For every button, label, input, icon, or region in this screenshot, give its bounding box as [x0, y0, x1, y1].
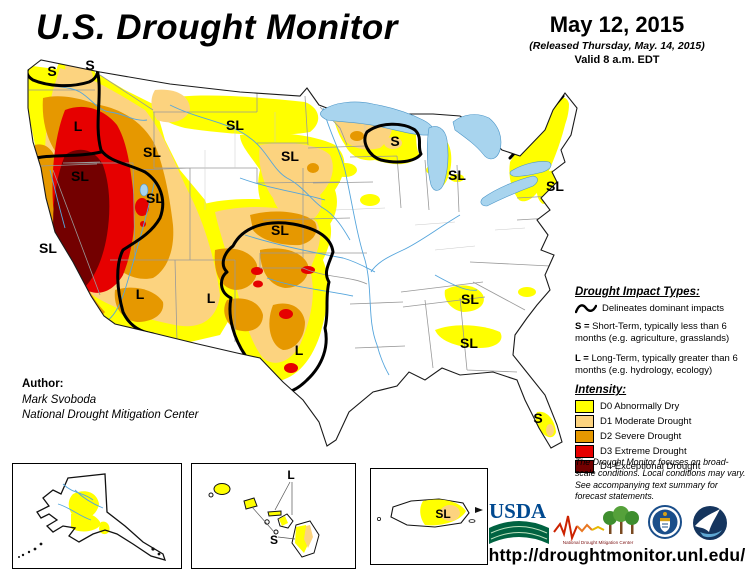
puerto-rico-d1 — [440, 505, 460, 521]
locator-arrow-icon — [475, 507, 483, 513]
state-borders — [29, 74, 554, 373]
d4-swatch — [575, 460, 594, 474]
impact-label: SL — [271, 222, 289, 238]
intensity-row-d2: D2 Severe Drought — [575, 430, 747, 444]
hawaii-inset: L S — [191, 463, 356, 569]
alaska-inset — [12, 463, 182, 569]
website-url[interactable]: http://droughtmonitor.unl.edu/ — [488, 545, 746, 565]
d2-swatch — [575, 430, 594, 444]
d0-label: D0 Abnormally Dry — [600, 401, 680, 413]
impact-label: SL — [143, 144, 161, 160]
author-name: Mark Svoboda — [22, 393, 97, 406]
impact-label: SL — [448, 167, 466, 183]
noaa-logo — [693, 506, 727, 540]
intensity-row-d4: D4 Exceptional Drought — [575, 460, 747, 474]
disclaimer-text: The Drought Monitor focuses on broad-sca… — [575, 457, 746, 502]
impact-label: S — [390, 133, 399, 149]
release-date: (Released Thursday, May. 14, 2015) — [529, 40, 705, 52]
ndmc-logo: National Drought Mitigation Center — [553, 506, 639, 545]
impact-label: SL — [39, 240, 57, 256]
impact-label: SL — [460, 335, 478, 351]
page-title: U.S. Drought Monitor — [36, 8, 398, 47]
intensity-heading: Intensity: — [575, 384, 627, 397]
map-date: May 12, 2015 — [549, 12, 685, 37]
ndmc-trees-icon — [603, 506, 639, 534]
d1-swatch — [575, 415, 594, 429]
impact-label: SL — [281, 148, 299, 164]
aleutian-islands — [18, 542, 161, 558]
short-term-note: S = Short-Term, typically less than 6 mo… — [575, 321, 747, 346]
date-block: May 12, 2015 (Released Thursday, May. 14… — [488, 12, 746, 66]
impact-label: S — [85, 57, 94, 73]
d4-label: D4 Exceptional Drought — [600, 461, 701, 473]
impact-label: SL — [146, 190, 164, 206]
impact-label: SL — [461, 291, 479, 307]
hawaii-label-long: L — [287, 468, 294, 482]
alaska-rivers — [57, 483, 104, 521]
author-block: Author: Mark Svoboda National Drought Mi… — [22, 377, 198, 424]
d1-label: D1 Moderate Drought — [600, 416, 692, 428]
author-label: Author: — [22, 378, 64, 390]
author-org: National Drought Mitigation Center — [22, 409, 199, 422]
d0-swatch — [575, 400, 594, 414]
d3-label: D3 Extreme Drought — [600, 446, 687, 458]
usda-logo: USDA — [489, 500, 549, 544]
ndmc-pulse-red — [553, 515, 578, 542]
impact-label: SL — [71, 168, 89, 184]
hawaii-label-short: S — [270, 533, 278, 547]
long-term-note: L = Long-Term, typically greater than 6 … — [575, 353, 747, 378]
intensity-row-d3: D3 Extreme Drought — [575, 445, 747, 459]
vieques-island — [468, 519, 476, 523]
intensity-row-d1: D1 Moderate Drought — [575, 415, 747, 429]
puerto-rico-label: SL — [435, 507, 450, 521]
impact-label: S — [47, 63, 56, 79]
impact-label: S — [533, 410, 542, 426]
short-term-text: Short-Term, typically less than 6 months… — [575, 321, 730, 345]
ndmc-pulse-orange — [576, 523, 593, 533]
long-term-prefix: L = — [575, 352, 589, 364]
legend-panel: Drought Impact Types: Delineates dominan… — [575, 286, 747, 475]
impact-label: SL — [226, 117, 244, 133]
impact-label: L — [207, 290, 216, 306]
d2-label: D2 Severe Drought — [600, 431, 682, 443]
delineates-row: Delineates dominant impacts — [575, 302, 747, 315]
conus-map: S S L SL SL SL SL L L SL SL SL L S SL SL… — [27, 57, 578, 449]
alaska-outline — [36, 473, 167, 561]
long-term-text: Long-Term, typically greater than 6 mont… — [575, 352, 738, 377]
short-term-prefix: S = — [575, 321, 590, 332]
impact-label: L — [295, 342, 304, 358]
commerce-seal — [648, 505, 682, 539]
usda-field-lines — [490, 526, 548, 540]
impact-types-heading: Drought Impact Types: — [575, 286, 700, 298]
puerto-rico-inset: SL — [370, 468, 488, 565]
impact-label: L — [74, 118, 83, 134]
impact-labels: S S L SL SL SL SL L L SL SL SL L S SL SL… — [39, 57, 564, 426]
seal-eagle-icon — [663, 512, 667, 516]
delineates-label: Delineates dominant impacts — [602, 303, 724, 314]
ndmc-wordmark: National Drought Mitigation Center — [563, 540, 634, 545]
intensity-row-d0: D0 Abnormally Dry — [575, 400, 747, 414]
d3-swatch — [575, 445, 594, 459]
seal-shield-icon — [660, 518, 670, 532]
hawaii-pointer-lines — [251, 481, 296, 540]
impact-label: SL — [546, 178, 564, 194]
hawaii-islands — [208, 483, 320, 558]
impact-curve-icon — [575, 304, 597, 314]
impact-label: L — [136, 286, 145, 302]
valid-time: Valid 8 a.m. EDT — [574, 54, 660, 66]
mona-island — [377, 517, 382, 522]
usda-wordmark: USDA — [489, 500, 547, 523]
noaa-bird-icon — [695, 509, 720, 532]
ndmc-pulse-yellow — [591, 525, 605, 531]
